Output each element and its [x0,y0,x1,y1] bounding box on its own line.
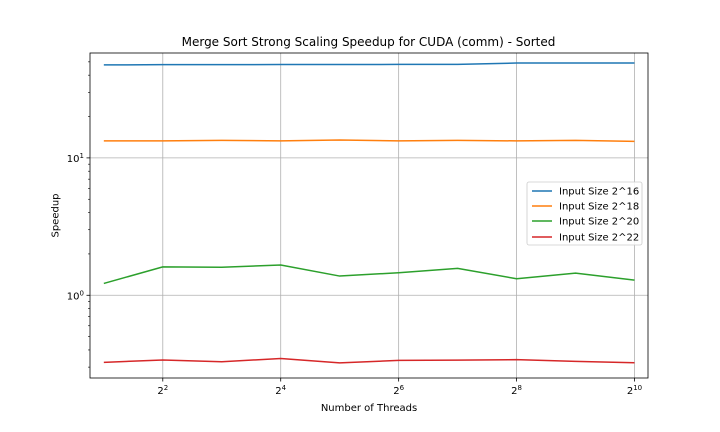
legend-label: Input Size 2^20 [559,217,639,228]
y-tick-label-exponent: 1 [80,152,84,160]
x-tick-label-base: 2 [627,386,633,397]
x-tick-label-base: 2 [157,386,163,397]
y-tick-label-base: 10 [67,291,80,302]
y-axis-label: Speedup [51,193,62,237]
legend-label: Input Size 2^16 [559,187,639,198]
x-tick-label-base: 2 [275,386,281,397]
x-tick-label: 22 [157,384,168,397]
legend-label: Input Size 2^22 [559,233,639,244]
x-tick-label-base: 2 [393,386,399,397]
x-tick-label-exponent: 6 [400,384,405,392]
grid [90,53,648,378]
x-tick-label-exponent: 2 [164,384,168,392]
x-tick-label-base: 2 [511,386,517,397]
y-tick-label: 101 [67,152,84,165]
y-tick-label-exponent: 0 [80,289,84,297]
series-line [103,62,635,66]
x-tick-label-exponent: 8 [518,384,522,392]
x-tick-label: 28 [511,384,522,397]
legend-label: Input Size 2^18 [559,202,639,213]
chart-title: Merge Sort Strong Scaling Speedup for CU… [182,35,556,49]
x-axis-label: Number of Threads [321,403,417,414]
legend-entry: Input Size 2^20 [532,217,639,228]
series-line [103,139,635,143]
y-tick-label-base: 10 [67,154,80,165]
legend: Input Size 2^16 Input Size 2^18 Input Si… [526,181,643,246]
legend-frame [526,181,643,246]
x-tick-label-exponent: 4 [282,384,287,392]
x-tick-label: 210 [627,384,642,397]
plot-area-frame [89,52,649,379]
legend-entry: Input Size 2^16 [532,187,639,198]
x-tick-label: 26 [393,384,404,397]
x-tick-label-exponent: 10 [633,384,642,392]
series-line [103,357,635,364]
legend-entry: Input Size 2^18 [532,202,639,213]
series-lines [103,62,635,364]
x-tick-label: 24 [275,384,286,397]
legend-entry: Input Size 2^22 [532,233,639,244]
y-tick-label: 100 [67,289,84,302]
series-line [103,264,635,285]
